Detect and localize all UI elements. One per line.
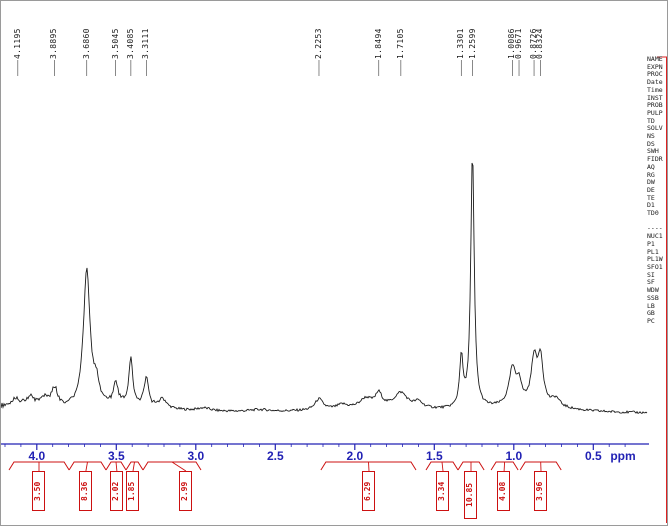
parameter-name: PULP	[647, 108, 663, 117]
parameter-name: RG	[647, 170, 655, 179]
parameter-name: D1	[647, 201, 655, 210]
parameter-name: ----	[647, 224, 663, 233]
axis-tick-label: 3.5	[107, 449, 125, 463]
peak-shift-label: 1.3301	[456, 28, 466, 59]
parameter-name: SWH	[647, 147, 659, 156]
parameter-name: EXPN	[647, 62, 663, 71]
axis-tick-label: 3.0	[187, 449, 205, 463]
integral-bracket	[320, 461, 417, 471]
integral-value: 4.08	[497, 471, 511, 511]
peak-shift-label: 3.4085	[125, 28, 135, 59]
parameter-name: PC	[647, 316, 655, 325]
acquisition-parameters-panel: NAME EXPN PROC Date Time INST PROB PULP TD SOLV NS…	[647, 56, 667, 346]
integral-connector	[171, 461, 187, 472]
peak-shift-label: 3.8895	[49, 28, 59, 59]
axis-tick-label: 1.0	[505, 449, 523, 463]
parameter-name: GB	[647, 309, 655, 318]
peak-shift-label: 0.9671	[514, 28, 523, 59]
integral-bracket	[68, 461, 107, 471]
parameter-name: SF	[647, 278, 655, 287]
integral-connector	[132, 461, 135, 472]
peak-shift-label: 3.6860	[81, 28, 91, 59]
integral-connector	[115, 461, 118, 472]
axis-tick-label: 4.0	[28, 449, 46, 463]
parameter-name: TD0	[647, 209, 659, 218]
parameter-name: SOLV	[647, 124, 663, 133]
peak-shift-label: 4.1195	[12, 28, 22, 59]
parameter-name: AQ	[647, 162, 655, 171]
parameter-name: LB	[647, 301, 655, 310]
parameter-name: INST	[647, 93, 663, 102]
ppm-unit-label: ppm	[610, 449, 636, 463]
parameter-name: PL1	[647, 247, 659, 256]
parameter-name: NS	[647, 132, 655, 141]
parameter-name: DE	[647, 185, 655, 194]
integral-value: 2.99	[178, 471, 192, 511]
integral-connector	[503, 461, 506, 472]
axis-tick-label: 1.5	[425, 449, 443, 463]
parameter-name: FIDR	[647, 155, 663, 164]
axis-tick-label: 2.0	[346, 449, 364, 463]
peak-shift-label: 3.5045	[110, 28, 120, 59]
spectrum-curve	[1, 162, 648, 414]
parameter-name: TE	[647, 193, 655, 202]
parameter-name: SI	[647, 270, 655, 279]
parameter-name: WDW	[647, 286, 659, 295]
axis-tick-label: 2.5	[266, 449, 284, 463]
integral-value: 3.34	[436, 471, 449, 511]
parameter-name: SFO1	[647, 262, 663, 271]
peak-shift-label: 3.3111	[141, 28, 151, 59]
parameter-name: SSB	[647, 293, 659, 302]
integral-value: 3.50	[32, 471, 45, 511]
integral-value: 10.85	[464, 471, 477, 519]
integral-connector	[85, 461, 88, 472]
parameter-name: P1	[647, 239, 655, 248]
integral-value: 1.85	[126, 471, 139, 511]
peak-shift-label: 1.7105	[395, 28, 405, 59]
parameter-name: Time	[647, 85, 663, 94]
peak-shift-label: 2.2253	[314, 28, 323, 59]
parameter-name: NAME	[647, 56, 663, 63]
parameter-name: Date	[647, 78, 663, 87]
peak-shift-label: 1.8494	[373, 28, 383, 59]
integral-value: 6.29	[362, 471, 375, 511]
peak-shift-label: 1.2599	[467, 28, 477, 59]
parameter-name: TD	[647, 116, 655, 125]
parameter-name: PL1W	[647, 255, 663, 264]
parameter-name: PROB	[647, 101, 663, 110]
axis-tick-label: 0.5	[584, 449, 602, 463]
integral-bracket	[142, 461, 202, 471]
parameter-name: NUC1	[647, 232, 663, 241]
peak-shift-label: 0.8324	[535, 28, 545, 59]
integral-connector	[368, 461, 370, 472]
parameter-name: PROC	[647, 70, 663, 79]
parameter-name: DW	[647, 178, 655, 187]
integral-connector	[441, 461, 444, 472]
integral-value: 8.36	[78, 471, 92, 511]
integral-value: 3.96	[534, 471, 547, 511]
parameter-name: DS	[647, 139, 655, 148]
integral-value: 2.02	[109, 471, 123, 511]
